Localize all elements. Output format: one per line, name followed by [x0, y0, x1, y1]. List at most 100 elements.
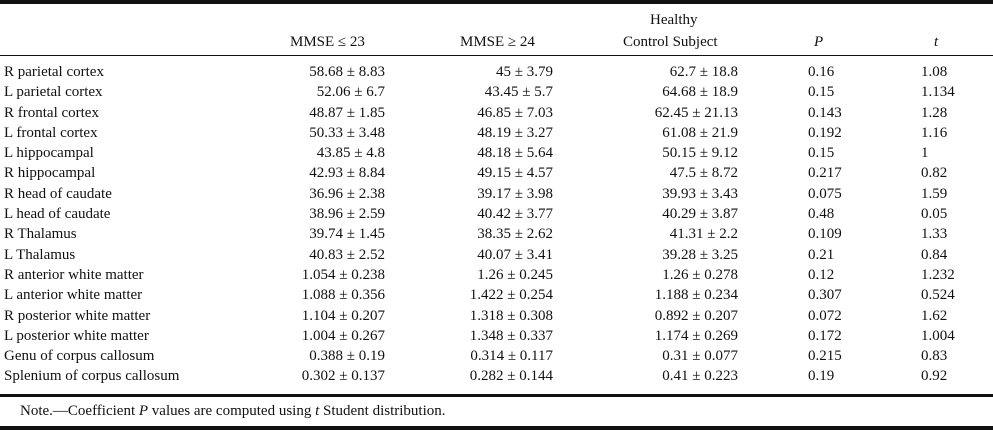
- cell-p: 0.12: [808, 266, 835, 283]
- row-label: R posterior white matter: [4, 307, 151, 324]
- cell-p: 0.192: [808, 124, 842, 141]
- header-p: P: [814, 34, 824, 50]
- cell-healthy: 62.45 ± 21.13: [654, 104, 738, 121]
- cell-t: 1.33: [921, 226, 948, 243]
- header-healthy-line2: Control Subject: [623, 34, 718, 50]
- cell-mmse-high: 40.07 ± 3.41: [477, 246, 553, 263]
- cell-t: 0.05: [921, 206, 948, 223]
- cell-t: 1.08: [921, 64, 948, 80]
- cell-t: 1.232: [921, 266, 955, 283]
- table-row: L head of caudate 38.96 ± 2.59 40.42 ± 3.7…: [0, 204, 993, 224]
- cell-mmse-high: 1.26 ± 0.245: [477, 266, 553, 283]
- row-label: L Thalamus: [4, 246, 76, 263]
- end-rule: [0, 426, 993, 430]
- cell-t: 1.134: [921, 84, 955, 101]
- cell-healthy: 1.26 ± 0.278: [662, 266, 738, 283]
- cell-p: 0.21: [808, 246, 835, 263]
- cell-mmse-low: 42.93 ± 8.84: [309, 165, 385, 182]
- cell-mmse-high: 39.17 ± 3.98: [477, 185, 553, 202]
- top-rule: [0, 0, 993, 4]
- cell-mmse-high: 1.318 ± 0.308: [469, 307, 553, 324]
- table-row: L frontal cortex 50.33 ± 3.48 48.19 ± 3.27…: [0, 123, 993, 143]
- cell-mmse-high: 1.348 ± 0.337: [469, 327, 553, 344]
- cell-healthy: 0.41 ± 0.223: [662, 368, 738, 385]
- bottom-rule: [0, 394, 993, 397]
- table-row: R frontal cortex 48.87 ± 1.85 46.85 ± 7.03…: [0, 103, 993, 123]
- cell-mmse-high: 48.18 ± 5.64: [477, 145, 553, 162]
- cell-p: 0.307: [808, 287, 842, 304]
- row-label: L anterior white matter: [4, 287, 143, 304]
- row-label: Genu of corpus callosum: [4, 348, 155, 365]
- table-row: R head of caudate 36.96 ± 2.38 39.17 ± 3.9…: [0, 184, 993, 204]
- row-label: L parietal cortex: [4, 84, 103, 101]
- cell-healthy: 61.08 ± 21.9: [662, 124, 738, 141]
- table-row: L Thalamus 40.83 ± 2.52 40.07 ± 3.41 39.28 …: [0, 245, 993, 265]
- cell-t: 1.28: [921, 104, 948, 121]
- header-t: t: [934, 34, 939, 50]
- cell-mmse-low: 36.96 ± 2.38: [309, 185, 385, 202]
- cell-mmse-high: 48.19 ± 3.27: [477, 124, 553, 141]
- cell-healthy: 1.174 ± 0.269: [654, 327, 738, 344]
- cell-p: 0.15: [808, 84, 835, 101]
- row-label: R anterior white matter: [4, 266, 144, 283]
- cell-mmse-high: 43.45 ± 5.7: [484, 84, 553, 101]
- cell-t: 1: [921, 145, 929, 162]
- table-row: Genu of corpus callosum 0.388 ± 0.19 0.314…: [0, 346, 993, 366]
- cell-p: 0.075: [808, 185, 842, 202]
- row-label: R Thalamus: [4, 226, 77, 243]
- cell-mmse-low: 1.088 ± 0.356: [301, 287, 385, 304]
- cell-t: 0.82: [921, 165, 948, 182]
- cell-p: 0.109: [808, 226, 842, 243]
- note-p-symbol: P: [138, 403, 149, 419]
- row-label: L posterior white matter: [4, 327, 149, 344]
- row-label: R frontal cortex: [4, 104, 99, 121]
- cell-mmse-high: 0.282 ± 0.144: [469, 368, 553, 385]
- cell-healthy: 40.29 ± 3.87: [662, 206, 738, 223]
- cell-mmse-low: 40.83 ± 2.52: [309, 246, 385, 263]
- cell-mmse-low: 38.96 ± 2.59: [309, 206, 385, 223]
- cell-mmse-low: 0.388 ± 0.19: [309, 348, 385, 365]
- cell-mmse-high: 40.42 ± 3.77: [477, 206, 553, 223]
- cell-healthy: 0.31 ± 0.077: [662, 348, 738, 365]
- cell-healthy: 39.28 ± 3.25: [662, 246, 738, 263]
- note-middle: values are computed using: [148, 403, 316, 419]
- cell-healthy: 0.892 ± 0.207: [654, 307, 738, 324]
- cell-p: 0.19: [808, 368, 835, 385]
- table-note: Note.—Coefficient P values are computed …: [20, 403, 446, 420]
- table-row: L anterior white matter 1.088 ± 0.356 1.42…: [0, 285, 993, 305]
- cell-healthy: 47.5 ± 8.72: [669, 165, 738, 182]
- cell-mmse-low: 1.004 ± 0.267: [301, 327, 385, 344]
- table-body: R parietal cortex 58.68 ± 8.83 45 ± 3.79 62…: [0, 62, 993, 387]
- cell-mmse-low: 1.104 ± 0.207: [301, 307, 385, 324]
- note-prefix: Note.—Coefficient: [20, 403, 139, 419]
- cell-healthy: 62.7 ± 18.8: [669, 64, 738, 80]
- table-row: R posterior white matter 1.104 ± 0.207 1.3…: [0, 306, 993, 326]
- table-row: Splenium of corpus callosum 0.302 ± 0.137…: [0, 366, 993, 386]
- row-label: L head of caudate: [4, 206, 111, 223]
- table-row: R anterior white matter 1.054 ± 0.238 1.26…: [0, 265, 993, 285]
- note-t-symbol: t: [315, 403, 320, 419]
- row-label: R hippocampal: [4, 165, 96, 182]
- table-row: R parietal cortex 58.68 ± 8.83 45 ± 3.79 62…: [0, 62, 993, 82]
- cell-p: 0.15: [808, 145, 835, 162]
- table-row: L posterior white matter 1.004 ± 0.267 1.3…: [0, 326, 993, 346]
- cell-mmse-high: 1.422 ± 0.254: [469, 287, 553, 304]
- cell-mmse-low: 50.33 ± 3.48: [309, 124, 385, 141]
- cell-mmse-low: 1.054 ± 0.238: [301, 266, 385, 283]
- cell-p: 0.143: [808, 104, 842, 121]
- cell-t: 0.524: [921, 287, 955, 304]
- cell-p: 0.48: [808, 206, 835, 223]
- cell-healthy: 1.188 ± 0.234: [654, 287, 738, 304]
- table-row: L hippocampal 43.85 ± 4.8 48.18 ± 5.64 50.1…: [0, 143, 993, 163]
- row-label: Splenium of corpus callosum: [4, 368, 180, 385]
- cell-t: 1.004: [921, 327, 955, 344]
- cell-mmse-high: 49.15 ± 4.57: [477, 165, 553, 182]
- cell-mmse-high: 45 ± 3.79: [496, 64, 553, 80]
- header-rule: [0, 55, 993, 56]
- cell-healthy: 64.68 ± 18.9: [662, 84, 738, 101]
- cell-p: 0.16: [808, 64, 835, 80]
- cell-t: 1.16: [921, 124, 948, 141]
- header-healthy-line1: Healthy: [650, 12, 698, 28]
- row-label: R head of caudate: [4, 185, 112, 202]
